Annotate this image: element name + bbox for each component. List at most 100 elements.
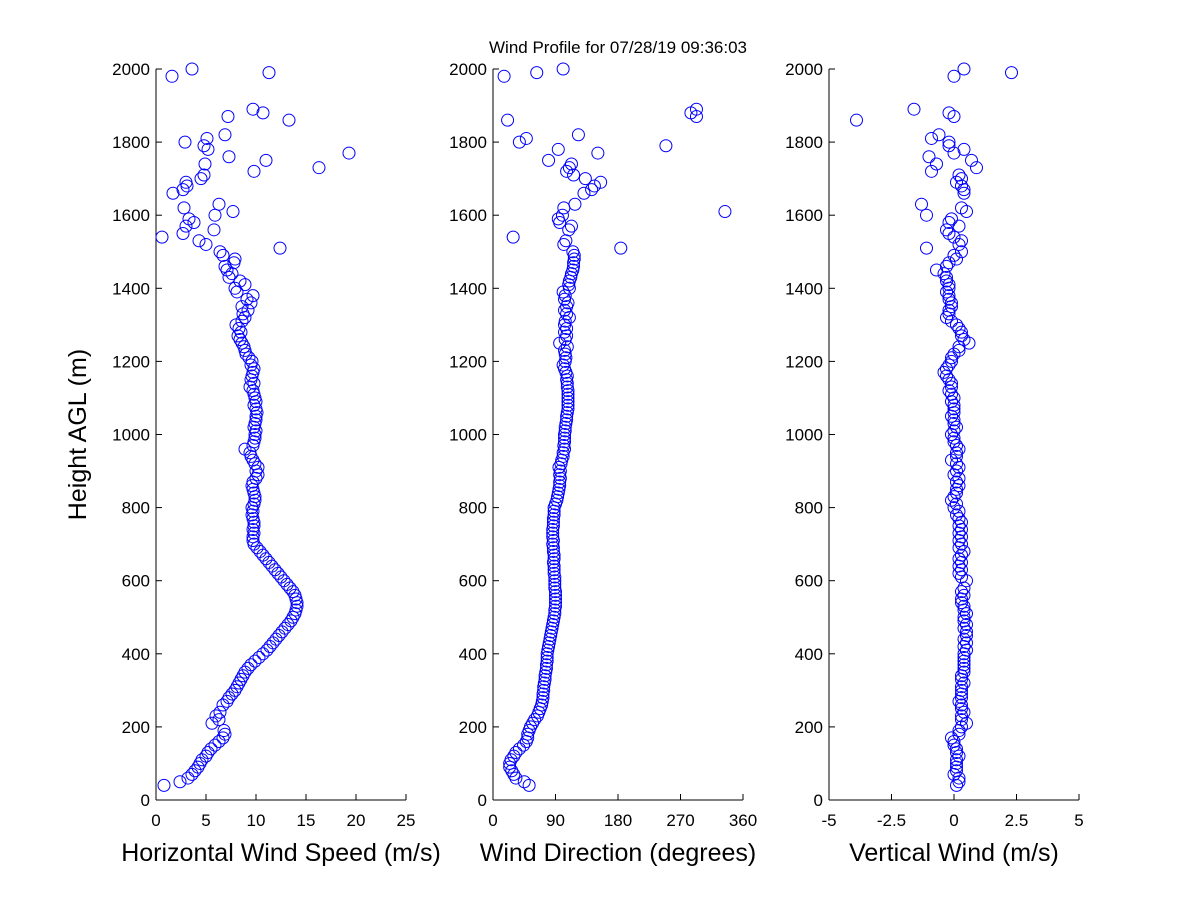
- data-point: [942, 135, 956, 149]
- data-point: [234, 672, 248, 686]
- y-tick-label: 600: [795, 572, 823, 591]
- y-tick-label: 1200: [112, 352, 150, 371]
- data-point: [560, 329, 574, 343]
- data-point: [194, 172, 208, 186]
- data-point: [560, 413, 574, 427]
- data-point: [950, 449, 963, 463]
- y-tick-label: 1200: [785, 352, 823, 371]
- data-point: [955, 555, 968, 569]
- x-tick-label: 90: [546, 811, 565, 830]
- data-point: [558, 435, 572, 449]
- x-tick-label: 15: [297, 811, 316, 830]
- data-point: [248, 457, 262, 471]
- data-point: [957, 661, 971, 675]
- x-tick-label: -2.5: [877, 811, 906, 830]
- data-point: [548, 577, 562, 591]
- data-point: [955, 325, 968, 339]
- data-point: [561, 296, 575, 310]
- data-point: [659, 139, 673, 153]
- data-point: [955, 530, 968, 544]
- data-point: [247, 362, 261, 376]
- y-tick-label: 600: [459, 572, 487, 591]
- data-point: [945, 493, 958, 507]
- data-point: [549, 588, 562, 602]
- data-point: [256, 548, 270, 562]
- x-tick-label: 270: [666, 811, 694, 830]
- data-point: [947, 738, 961, 752]
- data-point: [248, 493, 262, 507]
- data-point: [920, 241, 933, 255]
- data-point: [216, 731, 230, 745]
- data-point: [950, 756, 963, 770]
- data-point: [505, 764, 519, 778]
- data-point: [952, 749, 966, 763]
- data-point: [547, 563, 561, 577]
- data-point: [560, 307, 574, 321]
- data-point: [947, 501, 961, 515]
- data-point: [228, 281, 242, 295]
- data-point: [561, 395, 575, 409]
- data-point: [278, 621, 292, 635]
- data-point: [246, 384, 260, 398]
- data-point: [940, 270, 953, 284]
- data-point: [199, 237, 213, 251]
- data-point: [204, 742, 218, 756]
- data-point: [549, 592, 562, 606]
- data-point: [243, 380, 257, 394]
- y-tick-label: 800: [122, 499, 150, 518]
- y-tick-label: 200: [459, 718, 487, 737]
- data-point: [271, 566, 285, 580]
- data-point: [950, 420, 963, 434]
- data-point: [268, 563, 282, 577]
- data-point: [222, 150, 236, 164]
- data-point: [198, 157, 212, 171]
- y-tick-label: 1400: [449, 279, 487, 298]
- data-point: [942, 256, 956, 270]
- data-point: [952, 519, 966, 533]
- data-point: [191, 760, 205, 774]
- data-point: [290, 599, 304, 613]
- data-point: [947, 69, 961, 83]
- data-point: [546, 519, 560, 533]
- data-point: [957, 639, 971, 653]
- y-tick-label: 600: [122, 572, 150, 591]
- y-tick-label: 200: [795, 718, 823, 737]
- data-point: [955, 596, 968, 610]
- data-point: [522, 778, 536, 792]
- data-point: [212, 713, 226, 727]
- data-point: [274, 570, 288, 584]
- data-point: [556, 62, 570, 76]
- data-point: [942, 289, 956, 303]
- data-point: [553, 479, 567, 493]
- data-point: [585, 183, 599, 197]
- data-point: [561, 402, 575, 416]
- data-point: [260, 643, 274, 657]
- data-point: [955, 691, 968, 705]
- data-point: [509, 771, 523, 785]
- data-point: [947, 248, 961, 262]
- y-tick-label: 800: [795, 499, 823, 518]
- data-point: [195, 753, 209, 767]
- data-point: [957, 62, 971, 76]
- y-tick-label: 400: [795, 645, 823, 664]
- y-tick-label: 2000: [112, 60, 150, 79]
- data-point: [246, 102, 260, 116]
- data-point: [945, 351, 958, 365]
- data-point: [850, 113, 863, 127]
- data-point: [950, 778, 963, 792]
- data-point: [945, 731, 958, 745]
- data-point: [555, 208, 569, 222]
- data-point: [947, 435, 961, 449]
- data-point: [567, 252, 581, 266]
- data-point: [539, 661, 553, 675]
- data-point: [945, 376, 958, 390]
- y-tick-label: 400: [122, 645, 150, 664]
- data-point: [947, 424, 961, 438]
- data-point: [955, 702, 968, 716]
- data-point: [547, 508, 561, 522]
- data-point: [548, 574, 562, 588]
- data-point: [568, 197, 582, 211]
- data-point: [176, 183, 190, 197]
